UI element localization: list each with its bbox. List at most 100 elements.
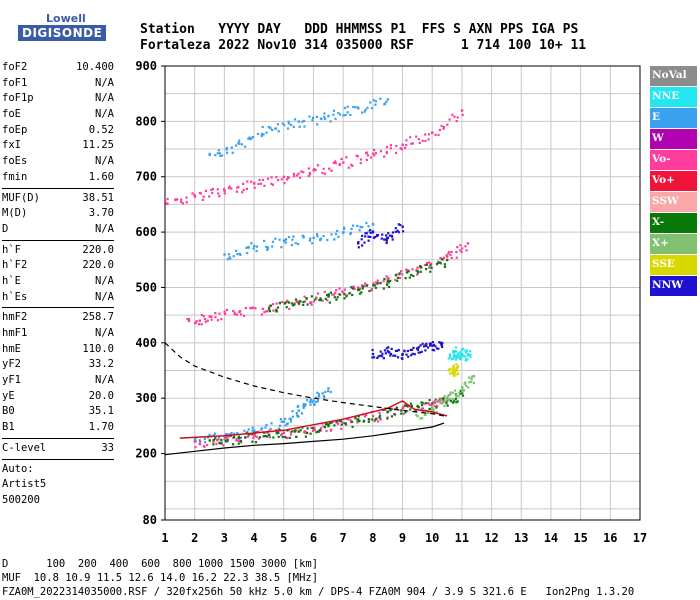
echo-point [319, 297, 322, 300]
echo-point [217, 149, 220, 152]
echo-point [430, 266, 433, 269]
echo-point [290, 302, 294, 305]
echo-point [437, 347, 440, 350]
echo-point [446, 258, 449, 262]
echo-point [358, 292, 362, 295]
echo-point [313, 428, 316, 431]
echo-point [409, 348, 412, 352]
echo-point [400, 148, 403, 151]
file-info-row: FZA0M_2022314035000.RSF / 320fx256h 50 k… [2, 586, 635, 598]
echo-point [277, 130, 280, 133]
echo-point [391, 231, 394, 234]
echo-point [315, 431, 318, 434]
param-name: C-level [2, 441, 47, 454]
echo-point [292, 172, 295, 175]
echo-point [315, 400, 318, 403]
echo-point [348, 292, 351, 295]
logo-digisonde-text: DIGISONDE [18, 25, 107, 41]
echo-point [364, 282, 367, 285]
echo-point [451, 113, 454, 116]
echo-point [442, 397, 445, 400]
echo-point [396, 279, 399, 282]
echo-point [275, 429, 278, 432]
echo-point [364, 415, 367, 418]
echo-point [379, 350, 382, 353]
echo-point [367, 418, 370, 421]
echo-point [318, 428, 321, 431]
echo-point [223, 310, 226, 313]
echo-point [253, 434, 256, 438]
echo-point [322, 394, 325, 397]
echo-point [376, 356, 379, 360]
echo-point [244, 307, 247, 310]
echo-point [235, 144, 238, 147]
echo-point [417, 346, 420, 349]
echo-point [386, 277, 390, 281]
param-name: yF1 [2, 374, 21, 387]
echo-point [297, 172, 300, 175]
x-tick-label: 6 [310, 531, 317, 545]
echo-point [350, 286, 353, 289]
echo-point [446, 255, 449, 258]
echo-point [238, 142, 241, 145]
echo-point [290, 433, 293, 436]
echo-point [443, 395, 446, 398]
echo-point [360, 238, 363, 241]
echo-point [370, 289, 373, 292]
echo-point [429, 270, 432, 273]
echo-point [382, 287, 385, 290]
echo-point [391, 407, 394, 410]
echo-point [449, 393, 452, 396]
echo-point [409, 408, 412, 411]
echo-point [303, 119, 306, 122]
echo-point [361, 285, 364, 288]
echo-point [455, 356, 458, 359]
echo-point [344, 422, 347, 425]
echo-point [316, 400, 320, 403]
echo-point [410, 273, 413, 277]
echo-point [343, 288, 346, 291]
echo-point [350, 163, 353, 166]
echo-point [227, 433, 230, 436]
echo-point [367, 420, 370, 423]
echo-point [442, 258, 445, 261]
echo-point [358, 229, 361, 232]
echo-point [365, 284, 368, 287]
echo-point [401, 407, 404, 410]
echo-point [312, 236, 315, 240]
echo-point [424, 349, 427, 352]
echo-point [247, 137, 250, 140]
echo-point [396, 356, 400, 359]
echo-point [394, 354, 397, 357]
echo-point [448, 251, 451, 254]
param-row: D N/A [2, 222, 114, 238]
echo-point [290, 123, 293, 126]
echo-point [246, 435, 249, 438]
echo-point [266, 248, 269, 251]
echo-point [220, 438, 223, 441]
echo-point [396, 229, 399, 232]
echo-point [425, 402, 428, 405]
echo-point [286, 300, 289, 303]
echo-point [343, 297, 346, 300]
echo-point [454, 358, 457, 361]
echo-point [281, 122, 284, 125]
echo-point [360, 291, 363, 294]
echo-point [376, 282, 379, 285]
echo-point [233, 435, 236, 439]
echo-point [335, 298, 338, 301]
echo-point [371, 107, 374, 110]
echo-point [325, 429, 328, 433]
echo-point [236, 253, 239, 256]
echo-point [263, 184, 266, 187]
logo-lowell-text: Lowell [46, 12, 86, 25]
echo-point [456, 400, 459, 403]
echo-point [333, 238, 336, 241]
echo-point [434, 345, 437, 348]
echo-point [372, 284, 375, 287]
echo-point [434, 133, 437, 136]
echo-point [406, 269, 409, 272]
y-tick-label: 600 [135, 225, 157, 239]
echo-point [363, 284, 366, 288]
param-name: D [2, 222, 9, 235]
